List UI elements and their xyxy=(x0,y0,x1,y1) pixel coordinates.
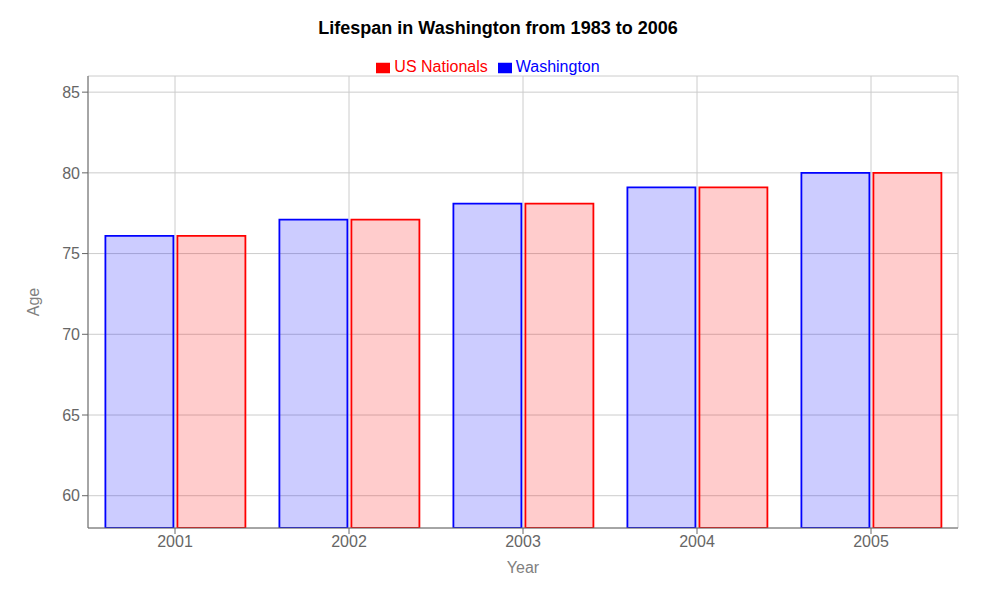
svg-text:70: 70 xyxy=(62,326,80,343)
svg-text:65: 65 xyxy=(62,407,80,424)
svg-text:2005: 2005 xyxy=(853,533,889,550)
svg-text:80: 80 xyxy=(62,165,80,182)
html-text:Washington: Washington xyxy=(515,58,600,75)
svg-text:Age: Age xyxy=(25,288,42,317)
svg-text:2002: 2002 xyxy=(331,533,367,550)
svg-text:2003: 2003 xyxy=(505,533,541,550)
svg-text:60: 60 xyxy=(62,487,80,504)
svg-text:Year: Year xyxy=(507,559,540,576)
html-text:Lifespan in Washington from 19: Lifespan in Washington from 1983 to 2006 xyxy=(318,18,678,38)
svg-text:2001: 2001 xyxy=(157,533,193,550)
html-text:US Nationals: US Nationals xyxy=(394,58,488,75)
svg-text:75: 75 xyxy=(62,245,80,262)
svg-text:85: 85 xyxy=(62,84,80,101)
svg-text:2004: 2004 xyxy=(679,533,715,550)
